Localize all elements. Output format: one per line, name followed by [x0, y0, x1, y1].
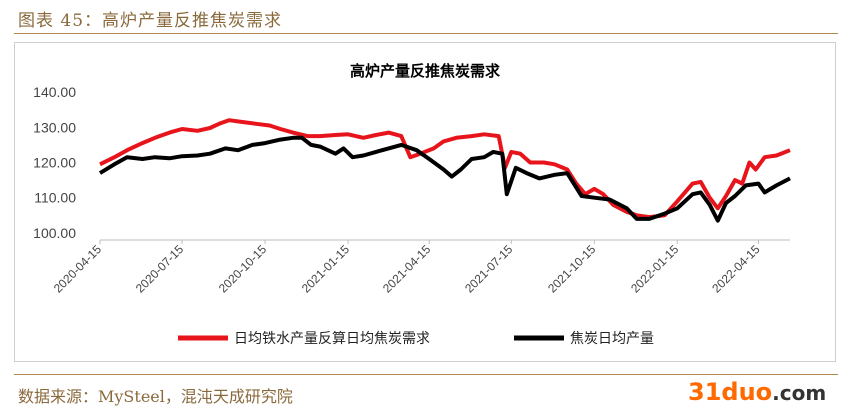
- x-tick-label: 2021-07-15: [462, 242, 516, 296]
- x-tick-label: 2022-04-15: [709, 242, 763, 296]
- x-tick-label: 2020-07-15: [133, 242, 187, 296]
- y-tick-label: 120.00: [33, 155, 76, 171]
- figure-caption: 图表 45：高炉产量反推焦炭需求: [18, 11, 283, 31]
- y-tick-label: 110.00: [34, 190, 76, 206]
- x-tick-label: 2020-10-15: [216, 242, 270, 296]
- y-tick-label: 130.00: [33, 119, 76, 135]
- series-line-coke-demand: [99, 118, 791, 220]
- legend-label: 焦炭日均产量: [570, 331, 654, 347]
- watermark-suffix: .com: [772, 381, 827, 405]
- x-tick-label: 2021-10-15: [545, 242, 599, 296]
- y-tick-label: 140.00: [33, 84, 76, 100]
- x-tick-label: 2020-04-15: [51, 242, 105, 296]
- x-tick-label: 2021-04-15: [380, 242, 434, 296]
- x-tick-label: 2021-01-15: [299, 242, 353, 296]
- series-line-coke-output: [98, 135, 791, 223]
- source-rule: [14, 374, 838, 375]
- watermark-main: 31duo: [688, 378, 773, 406]
- chart-frame: [14, 42, 836, 362]
- legend-label: 日均铁水产量反算日均焦炭需求: [234, 331, 430, 347]
- watermark: 31duo.com: [688, 378, 826, 406]
- caption-rule: [14, 33, 838, 34]
- x-tick-label: 2022-01-15: [628, 242, 682, 296]
- data-source: 数据来源：MySteel，混沌天成研究院: [18, 387, 293, 406]
- chart-title: 高炉产量反推焦炭需求: [350, 62, 501, 80]
- y-tick-label: 100.00: [33, 225, 76, 241]
